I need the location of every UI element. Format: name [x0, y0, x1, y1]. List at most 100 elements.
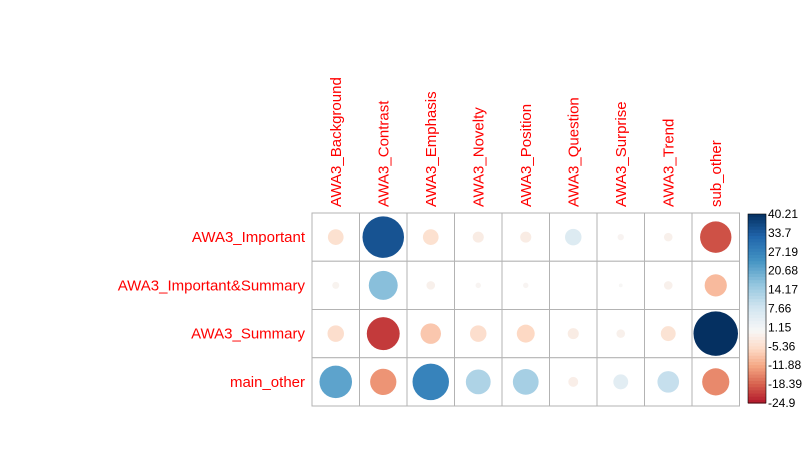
legend-swatch — [748, 368, 766, 373]
legend-swatch — [748, 251, 766, 256]
legend-swatch — [748, 321, 766, 325]
circle-main_other-sub_other — [702, 368, 730, 396]
circle-AWA3_Important-AWA3_Question — [565, 228, 582, 246]
legend-swatch — [748, 267, 766, 272]
legend-swatch — [748, 390, 766, 395]
circle-AWA3_Important&Summary-AWA3_Emphasis — [426, 281, 436, 290]
circle-AWA3_Important&Summary-AWA3_Position — [523, 282, 529, 289]
column-label: AWA3_Emphasis — [423, 91, 440, 207]
legend-swatch — [748, 365, 766, 369]
legend-swatch — [748, 217, 766, 221]
legend-swatch — [748, 226, 766, 231]
legend-swatch — [748, 317, 766, 322]
legend-swatch — [748, 214, 766, 218]
circle-main_other-AWA3_Trend — [657, 371, 680, 393]
legend-swatch — [748, 393, 766, 398]
legend-tick-label: 33.7 — [768, 226, 792, 240]
circle-AWA3_Summary-AWA3_Position — [516, 324, 535, 343]
column-label: sub_other — [708, 140, 725, 207]
column-label: AWA3_Position — [518, 104, 535, 207]
circle-AWA3_Summary-sub_other — [693, 311, 738, 356]
circle-AWA3_Important&Summary-AWA3_Trend — [663, 281, 673, 290]
legend-tick-label: -24.9 — [768, 396, 796, 410]
legend-swatch — [748, 277, 766, 281]
circle-AWA3_Important-AWA3_Background — [327, 229, 344, 245]
circle-AWA3_Important&Summary-AWA3_Background — [332, 281, 340, 289]
legend-swatch — [748, 336, 766, 341]
legend-swatch — [748, 270, 766, 275]
legend-swatch — [748, 254, 766, 259]
legend-swatch — [748, 343, 766, 347]
legend-swatch — [748, 377, 766, 382]
row-label: AWA3_Important&Summary — [118, 277, 306, 294]
circle-AWA3_Summary-AWA3_Emphasis — [420, 323, 441, 344]
legend-swatch — [748, 340, 766, 344]
legend-swatch — [748, 220, 766, 225]
legend-tick-label: -5.36 — [768, 339, 796, 353]
circle-AWA3_Important&Summary-AWA3_Surprise — [618, 283, 623, 288]
legend-swatch — [748, 248, 766, 253]
legend-swatch — [748, 384, 766, 388]
legend-border — [747, 213, 767, 404]
circle-AWA3_Summary-AWA3_Question — [567, 328, 579, 340]
cell-grid — [311, 212, 740, 407]
circle-main_other-AWA3_Question — [568, 376, 579, 387]
circle-AWA3_Summary-AWA3_Trend — [660, 326, 676, 342]
legend-tick-label: -18.39 — [768, 377, 802, 391]
legend-tick-label: -11.88 — [768, 358, 801, 372]
circle-main_other-AWA3_Novelty — [465, 369, 491, 395]
legend-swatch — [748, 355, 766, 360]
legend-swatch — [748, 283, 766, 288]
legend-tick-label: 7.66 — [768, 302, 792, 316]
legend-swatch — [748, 346, 766, 351]
circle-main_other-AWA3_Contrast — [370, 368, 397, 396]
circle-AWA3_Important-AWA3_Trend — [663, 232, 673, 242]
legend-swatch — [748, 333, 766, 338]
legend-swatch — [748, 305, 766, 310]
legend-swatch — [748, 264, 766, 269]
legend-swatch — [748, 396, 766, 401]
column-label: AWA3_Contrast — [375, 100, 392, 207]
circle-AWA3_Important&Summary-AWA3_Novelty — [475, 282, 481, 289]
circle-main_other-AWA3_Emphasis — [412, 363, 449, 401]
legend-swatch — [748, 236, 766, 240]
column-label: AWA3_Question — [565, 97, 582, 207]
legend-swatch — [748, 330, 766, 335]
legend-swatch — [748, 371, 766, 376]
row-labels: AWA3_Important AWA3_Important&Summary AWA3… — [118, 229, 306, 391]
circle-AWA3_Important-AWA3_Novelty — [472, 231, 484, 243]
legend-swatch — [748, 286, 766, 291]
legend-tick-label: 27.19 — [768, 245, 798, 259]
legend-swatch — [748, 362, 766, 366]
column-label: AWA3_Trend — [660, 119, 677, 207]
row-label: AWA3_Summary — [191, 326, 305, 343]
circle-main_other-AWA3_Surprise — [613, 374, 629, 390]
legend-swatch — [748, 261, 766, 265]
circle-AWA3_Summary-AWA3_Background — [327, 325, 344, 342]
legend-swatch — [748, 289, 766, 294]
legend-swatch — [748, 229, 766, 234]
legend-swatch — [748, 302, 766, 306]
cell-AWA3_Important-AWA3_Trend — [644, 212, 693, 262]
legend-swatch — [748, 324, 766, 328]
legend-swatch — [748, 273, 766, 278]
column-label: AWA3_Background — [328, 77, 345, 207]
circle-AWA3_Important-AWA3_Emphasis — [422, 229, 439, 245]
legend-swatch — [748, 399, 766, 404]
legend-swatch — [748, 374, 766, 379]
circle-AWA3_Important-AWA3_Surprise — [617, 233, 624, 241]
legend-swatch — [748, 223, 766, 228]
circle-AWA3_Summary-AWA3_Surprise — [616, 329, 626, 338]
circle-main_other-AWA3_Position — [512, 368, 539, 395]
legend-tick-label: 20.68 — [768, 264, 798, 278]
circle-main_other-AWA3_Background — [319, 365, 353, 399]
legend-swatch — [748, 358, 766, 363]
legend-tick-label: 1.15 — [768, 320, 792, 334]
legend-swatch — [748, 299, 766, 303]
legend-swatch — [748, 314, 766, 319]
legend-swatch — [748, 308, 766, 313]
cell-AWA3_Important&Summary-AWA3_Position — [501, 260, 550, 310]
circle-AWA3_Summary-AWA3_Novelty — [470, 325, 487, 342]
legend-swatch — [748, 295, 766, 300]
